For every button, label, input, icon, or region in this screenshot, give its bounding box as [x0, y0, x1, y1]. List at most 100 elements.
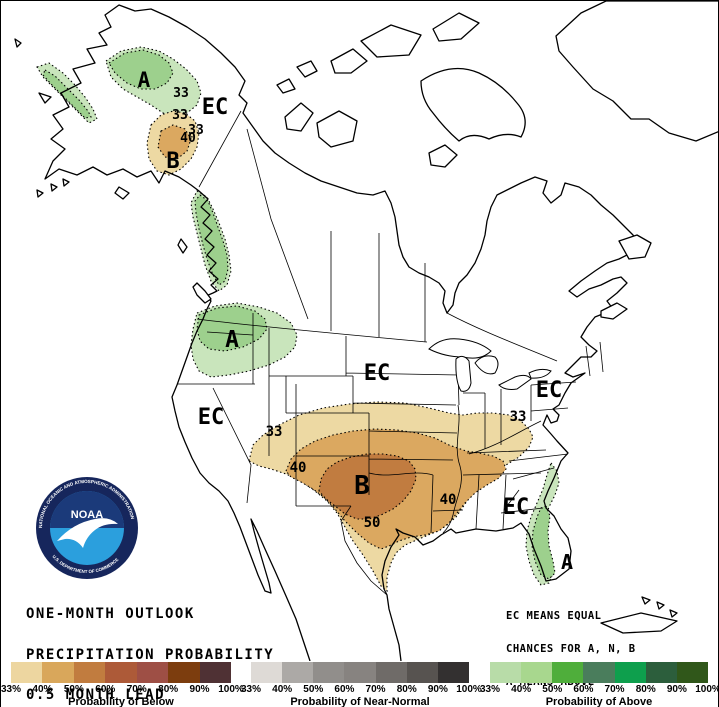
colorbar-above: 33% 40% 50% 60% 70% 80% 90% 100% Probability of… — [480, 662, 718, 707]
probability-regions — [36, 46, 560, 593]
colorbar-tick-label: 70% — [126, 684, 147, 695]
map-label-40: 40 — [440, 492, 457, 508]
colorbar-tick-label: 70% — [365, 684, 386, 695]
colorbar-swatch — [676, 662, 708, 683]
colorbar-swatch — [73, 662, 106, 683]
colorbar-tick-label: 60% — [573, 684, 594, 695]
colorbar-tick-label: 50% — [542, 684, 563, 695]
title-line-3: 0.5 MONTH LEAD — [26, 687, 166, 703]
region-above-40-panhandle — [194, 194, 229, 286]
noaa-bird-icon — [57, 518, 118, 548]
colorbar-swatch — [375, 662, 407, 683]
colorbar-near-normal-ticks: 33% 40% 50% 60% 70% 80% 90% 100% — [241, 684, 482, 695]
map-label-40: 40 — [180, 131, 196, 146]
colorbar-tick-label: 90% — [427, 684, 448, 695]
map-label-33: 33 — [173, 86, 189, 101]
great-lakes — [428, 338, 552, 392]
map-label-EC: EC — [536, 378, 563, 403]
colorbar-above-ticks: 33% 40% 50% 60% 70% 80% 90% 100% — [480, 684, 718, 695]
region-above-40-bering-strip — [42, 69, 92, 119]
colorbar-swatch — [490, 662, 522, 683]
coastline — [14, 1, 718, 661]
region-above-40-pnw — [196, 305, 268, 352]
colorbar-swatch — [42, 662, 74, 683]
colorbar-swatch — [313, 662, 345, 683]
colorbar-swatch — [11, 662, 43, 683]
colorbar-swatch — [344, 662, 376, 683]
colorbar-tick-label: 80% — [396, 684, 417, 695]
map-label-A: A — [561, 550, 573, 574]
colorbar-swatch — [105, 662, 137, 683]
colorbar-below-ticks: 33% 40% 50% 60% 70% 80% 90% 100% — [1, 684, 244, 695]
colorbar-tick-label: 80% — [158, 684, 179, 695]
colorbar-swatch — [251, 662, 283, 683]
map-label-33: 33 — [188, 123, 204, 138]
colorbar-swatch — [583, 662, 615, 683]
map-label-EC: EC — [198, 405, 225, 430]
map-label-EC: EC — [503, 495, 530, 520]
colorbar-tick-label: 100% — [456, 684, 482, 695]
map-label-B: B — [354, 471, 370, 501]
map-label-33: 33 — [510, 409, 527, 425]
colorbar-below: 33% 40% 50% 60% 70% 80% 90% 100% Probability of… — [1, 662, 244, 707]
map-label-B: B — [166, 149, 179, 174]
colorbar-tick-label: 100% — [218, 684, 244, 695]
colorbar-tick-label: 40% — [272, 684, 293, 695]
caribbean-islands — [600, 596, 678, 634]
colorbar-tick-label: 90% — [666, 684, 687, 695]
colorbar-tick-label: 40% — [32, 684, 53, 695]
colorbar-tick-label: 50% — [303, 684, 324, 695]
colorbar-tick-label: 80% — [635, 684, 656, 695]
legend-line-1: EC MEANS EQUAL — [506, 610, 602, 622]
map-label-40: 40 — [290, 460, 307, 476]
map-label-A: A — [138, 68, 151, 92]
region-above-40-alaska — [108, 49, 174, 90]
map-label-33: 33 — [266, 424, 283, 440]
colorbar-tick-label: 100% — [695, 684, 719, 695]
colorbar-swatch — [282, 662, 314, 683]
colorbar-tick-label: 33% — [0, 684, 22, 695]
colorbar-tick-label: 90% — [189, 684, 210, 695]
region-below-50-central — [318, 453, 417, 520]
legend-line-2: CHANCES FOR A, N, B — [506, 643, 636, 655]
colorbar-tick-label: 33% — [240, 684, 262, 695]
colorbar-tick-label: 60% — [95, 684, 116, 695]
colorbar-swatch — [614, 662, 646, 683]
colorbar-tick-label: 33% — [479, 684, 501, 695]
colorbar-tick-label: 50% — [63, 684, 84, 695]
colorbar-swatch — [552, 662, 584, 683]
colorbar-swatch — [406, 662, 438, 683]
colorbar-near-normal-swatches — [251, 662, 469, 683]
colorbar-above-swatches — [490, 662, 708, 683]
colorbar-below-caption: Probability of Below — [68, 696, 174, 707]
colorbar-swatch — [437, 662, 469, 683]
region-above-40-florida — [531, 505, 556, 580]
colorbar-near-normal: 33% 40% 50% 60% 70% 80% 90% 100% Probability of… — [241, 662, 482, 707]
map-label-EC: EC — [364, 361, 391, 386]
colorbar-swatch — [199, 662, 231, 683]
colorbar-near-normal-caption: Probability of Near-Normal — [290, 696, 430, 707]
colorbar-swatch — [136, 662, 169, 683]
colorbar-above-caption: Probability of Above — [545, 696, 653, 707]
title-line-1: ONE-MONTH OUTLOOK — [26, 606, 195, 622]
colorbar-swatch — [521, 662, 553, 683]
map-label-EC: EC — [202, 95, 229, 120]
colorbar-swatch — [168, 662, 200, 683]
region-below-40-alaska — [157, 124, 192, 160]
noaa-logo: NATIONAL OCEANIC AND ATMOSPHERIC ADMINIS… — [36, 477, 138, 579]
map-label-50: 50 — [364, 515, 381, 531]
colorbar-tick-label: 40% — [511, 684, 532, 695]
title-line-2: PRECIPITATION PROBABILITY — [26, 646, 275, 663]
map-label-A: A — [225, 327, 239, 353]
state-boundaries — [177, 110, 604, 596]
colorbar-tick-label: 60% — [334, 684, 355, 695]
map-label-33: 33 — [172, 108, 188, 123]
colorbar-below-swatches — [11, 662, 231, 683]
colorbar-swatch — [645, 662, 677, 683]
title-block: ONE-MONTH OUTLOOK PRECIPITATION PROBABIL… — [26, 581, 274, 707]
greenland — [555, 1, 718, 142]
noaa-logo-wordmark: NOAA — [71, 509, 103, 521]
